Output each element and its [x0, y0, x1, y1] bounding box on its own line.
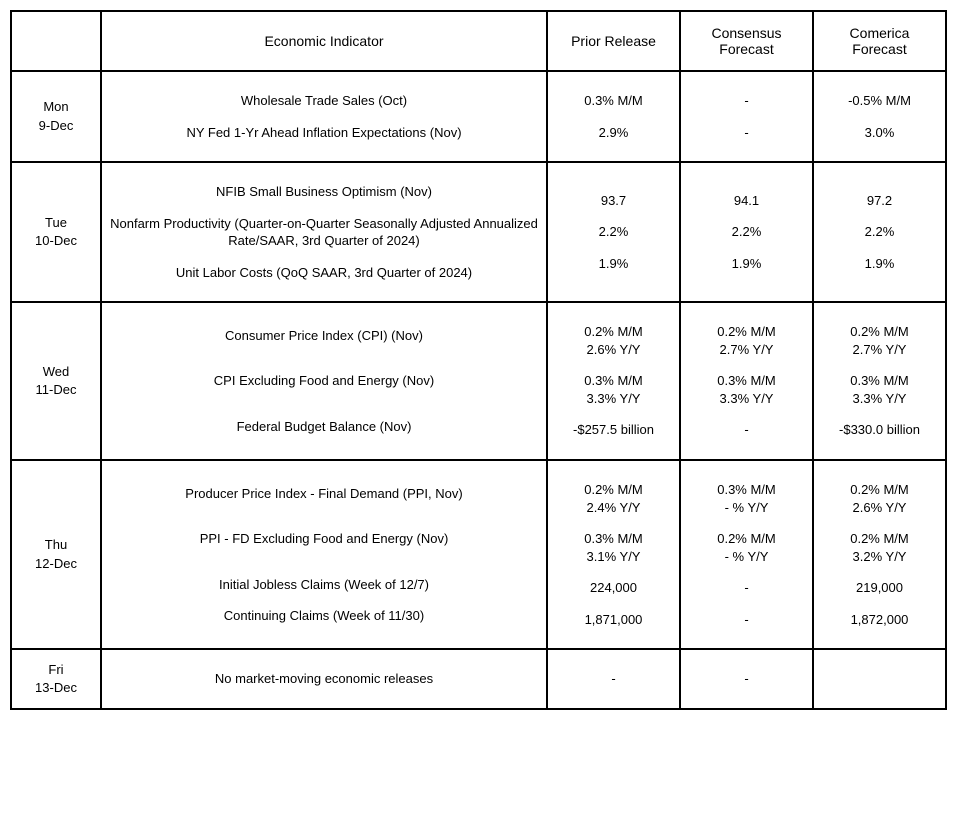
comerica-cell: 97.22.2%1.9%: [813, 162, 946, 302]
header-date: [11, 11, 101, 71]
indicator-cell: NFIB Small Business Optimism (Nov)Nonfar…: [101, 162, 547, 302]
prior-cell: 93.72.2%1.9%: [547, 162, 680, 302]
header-consensus: ConsensusForecast: [680, 11, 813, 71]
prior-cell: 0.2% M/M2.4% Y/Y0.3% M/M3.1% Y/Y224,0001…: [547, 460, 680, 649]
indicator-cell: No market-moving economic releases: [101, 649, 547, 709]
consensus-cell: 0.2% M/M2.7% Y/Y0.3% M/M3.3% Y/Y-: [680, 302, 813, 460]
indicator-cell: Wholesale Trade Sales (Oct)NY Fed 1-Yr A…: [101, 71, 547, 162]
consensus-cell: --: [680, 71, 813, 162]
prior-cell: 0.3% M/M2.9%: [547, 71, 680, 162]
comerica-cell: -0.5% M/M3.0%: [813, 71, 946, 162]
economic-calendar-table: Economic Indicator Prior Release Consens…: [10, 10, 947, 710]
day-date: Mon9-Dec: [11, 71, 101, 162]
indicator-cell: Producer Price Index - Final Demand (PPI…: [101, 460, 547, 649]
prior-cell: 0.2% M/M2.6% Y/Y0.3% M/M3.3% Y/Y-$257.5 …: [547, 302, 680, 460]
prior-cell: -: [547, 649, 680, 709]
comerica-cell: 0.2% M/M2.7% Y/Y0.3% M/M3.3% Y/Y-$330.0 …: [813, 302, 946, 460]
comerica-cell: 0.2% M/M2.6% Y/Y0.2% M/M3.2% Y/Y219,0001…: [813, 460, 946, 649]
header-prior: Prior Release: [547, 11, 680, 71]
day-date: Tue10-Dec: [11, 162, 101, 302]
header-comerica: ComericaForecast: [813, 11, 946, 71]
header-indicator: Economic Indicator: [101, 11, 547, 71]
consensus-cell: 0.3% M/M- % Y/Y0.2% M/M- % Y/Y--: [680, 460, 813, 649]
day-date: Fri13-Dec: [11, 649, 101, 709]
indicator-cell: Consumer Price Index (CPI) (Nov)CPI Excl…: [101, 302, 547, 460]
day-date: Thu12-Dec: [11, 460, 101, 649]
consensus-cell: -: [680, 649, 813, 709]
day-date: Wed11-Dec: [11, 302, 101, 460]
consensus-cell: 94.12.2%1.9%: [680, 162, 813, 302]
comerica-cell: [813, 649, 946, 709]
